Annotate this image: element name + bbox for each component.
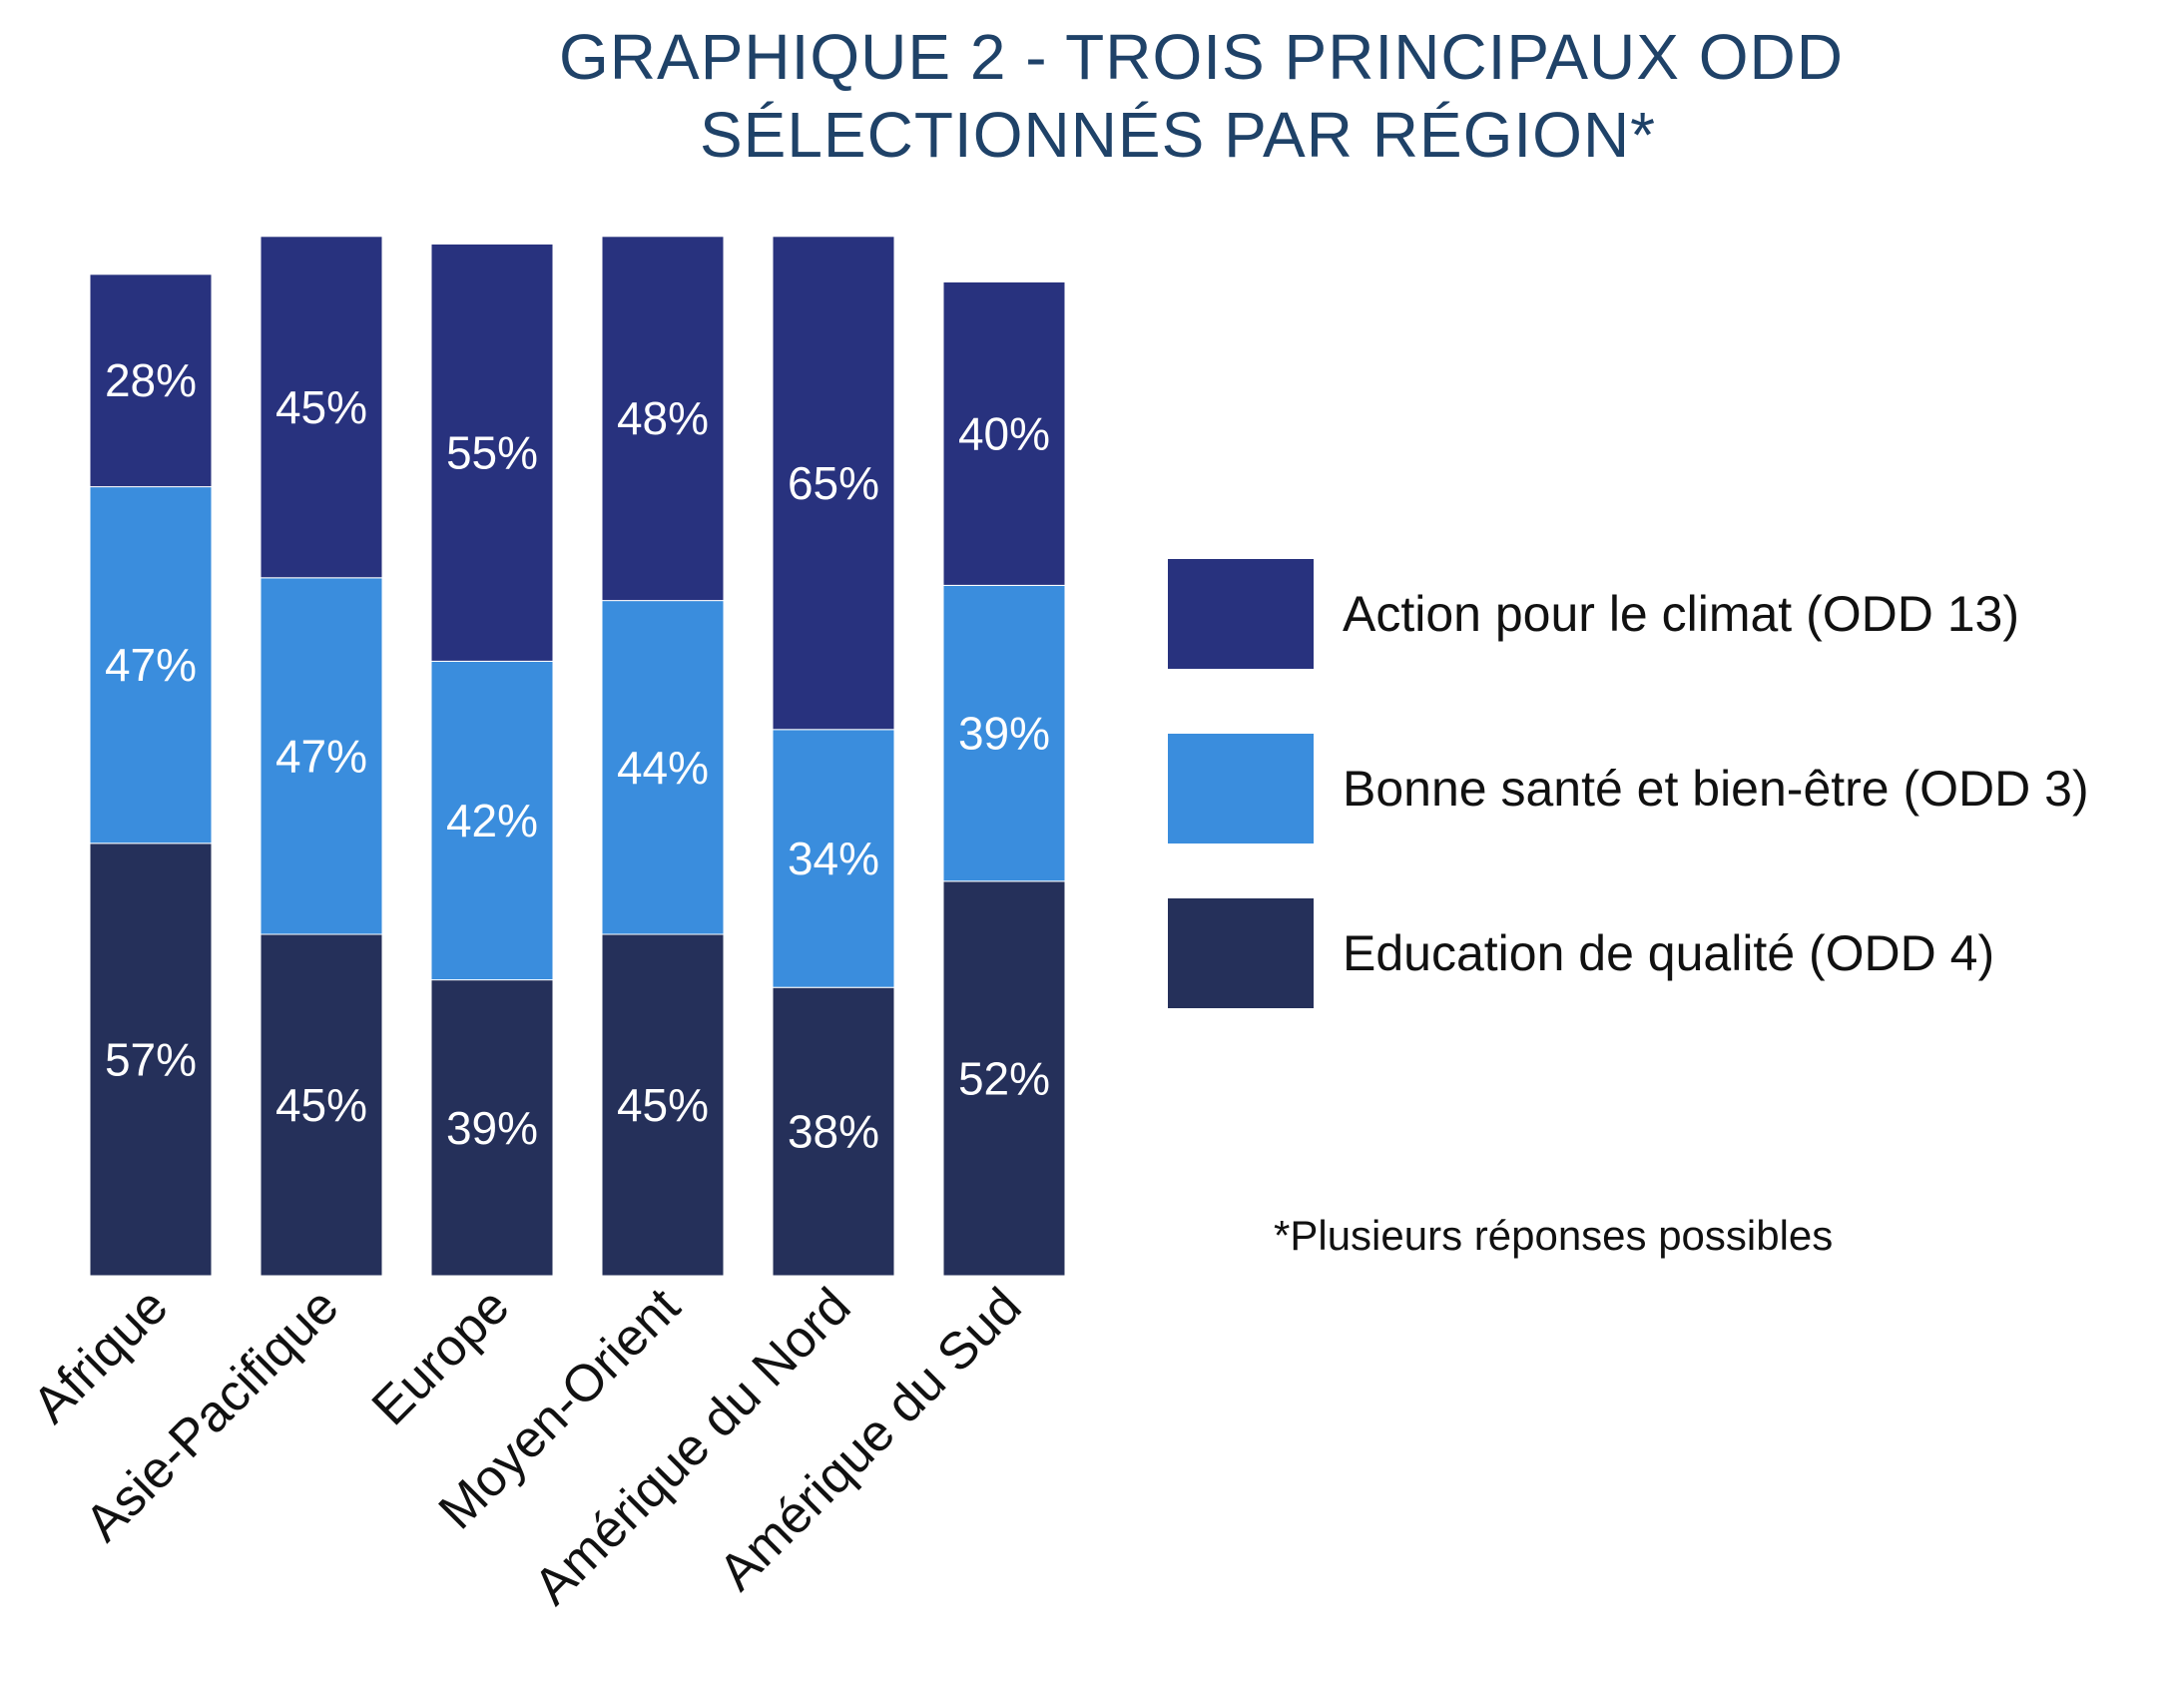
data-label: 45% [617, 1079, 709, 1131]
bar-segment [772, 986, 895, 1277]
bar-segment [89, 486, 213, 844]
bar-segment [89, 274, 213, 488]
data-label: 42% [446, 795, 538, 846]
data-label: 39% [958, 708, 1050, 760]
bar-segment [772, 236, 895, 731]
bar-segment [601, 600, 725, 935]
bar-segment [430, 243, 554, 662]
chart-title-line-2: SÉLECTIONNÉS PAR RÉGION* [699, 99, 1657, 171]
bar-segment [942, 281, 1066, 586]
data-label: 44% [617, 742, 709, 794]
data-label: 55% [446, 426, 538, 478]
legend-label: Education de qualité (ODD 4) [1343, 925, 1994, 981]
data-label: 38% [788, 1106, 879, 1158]
data-label: 45% [275, 381, 367, 433]
bar-segment [430, 660, 554, 981]
legend-swatch [1168, 898, 1314, 1008]
x-tick-label: Europe [361, 1277, 521, 1436]
legend-label: Bonne santé et bien-être (ODD 3) [1343, 761, 2089, 817]
data-label: 57% [105, 1033, 197, 1085]
data-label: 39% [446, 1102, 538, 1154]
bar-segment [260, 577, 383, 935]
bar-segment [601, 236, 725, 602]
data-label: 40% [958, 407, 1050, 459]
legend-swatch [1168, 559, 1314, 669]
chart-title-line-1: GRAPHIQUE 2 - TROIS PRINCIPAUX ODD [559, 21, 1844, 93]
legend-swatch [1168, 734, 1314, 844]
x-tick-label: Amérique du Sud [708, 1277, 1032, 1601]
data-label: 48% [617, 392, 709, 444]
data-label: 52% [958, 1052, 1050, 1104]
x-tick-label: Amérique du Nord [523, 1277, 861, 1615]
data-label: 45% [275, 1079, 367, 1131]
data-label: 34% [788, 833, 879, 884]
data-label: 47% [105, 639, 197, 691]
bar-segment [260, 236, 383, 579]
chart-title: GRAPHIQUE 2 - TROIS PRINCIPAUX ODD SÉLEC… [559, 18, 1844, 174]
data-label: 28% [105, 354, 197, 406]
footnote: *Plusieurs réponses possibles [1274, 1212, 1834, 1259]
data-label: 47% [275, 730, 367, 782]
x-tick-label: Afrique [22, 1277, 180, 1434]
legend-label: Action pour le climat (ODD 13) [1343, 586, 2019, 642]
bar-segment [942, 584, 1066, 882]
bar-segment [772, 729, 895, 988]
data-label: 65% [788, 457, 879, 509]
bar-segment [89, 843, 213, 1277]
bar-segment [942, 880, 1066, 1277]
bar-segment [601, 933, 725, 1277]
